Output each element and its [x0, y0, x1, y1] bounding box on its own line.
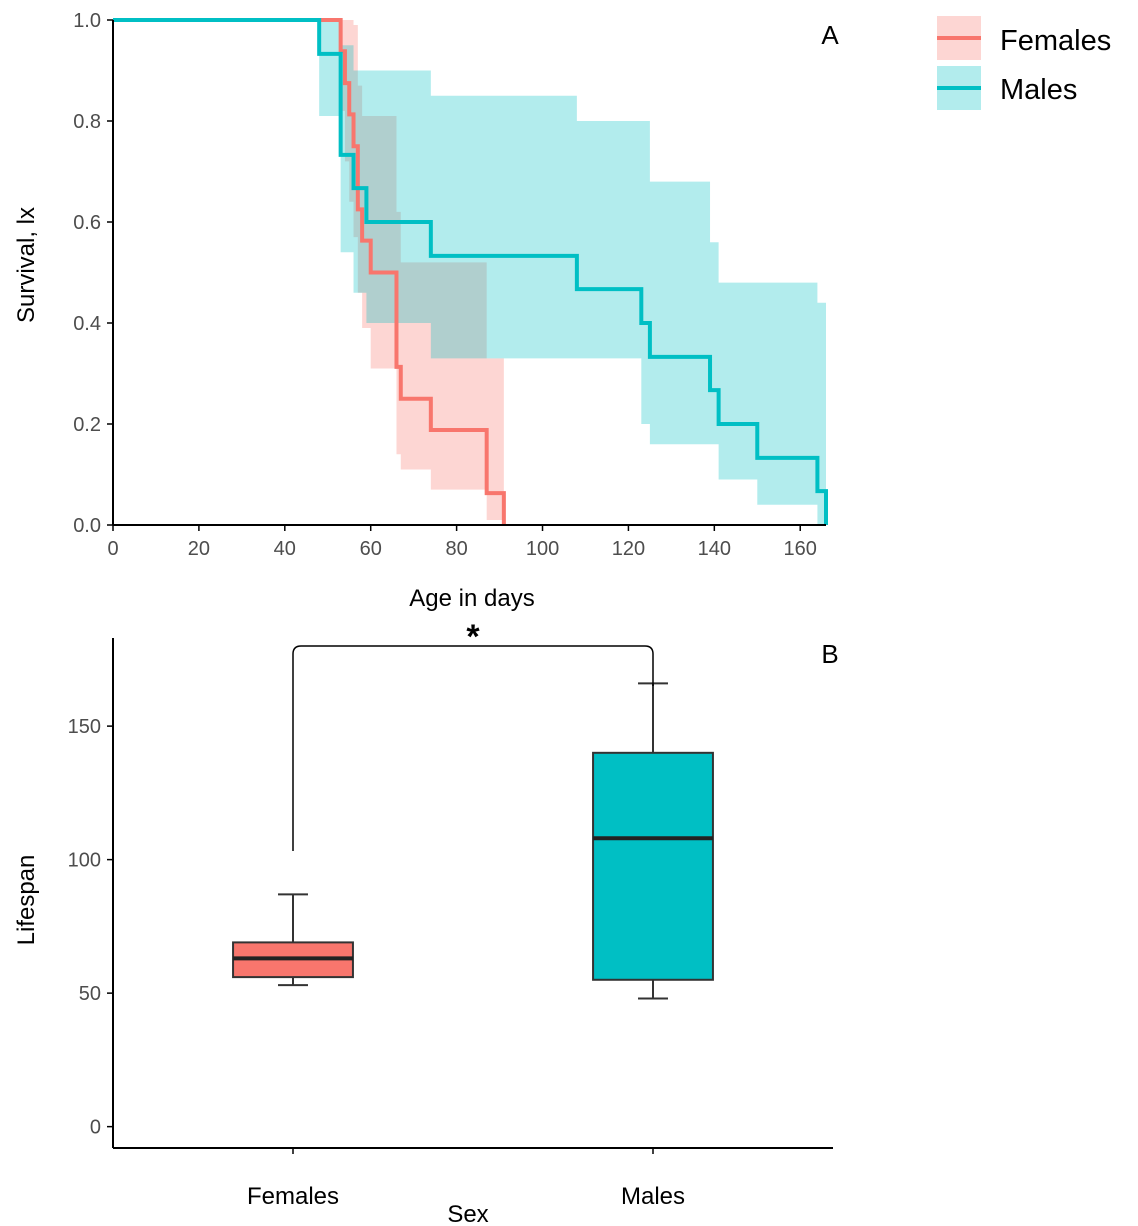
significance-bracket — [292, 645, 654, 851]
survival-line-females — [113, 18, 506, 525]
y-tick-label-b: 150 — [68, 716, 101, 738]
x-tick-label: 120 — [612, 538, 645, 560]
boxplot-females — [232, 893, 354, 987]
x-tick-label: 80 — [445, 538, 467, 560]
box-males — [592, 751, 714, 981]
y-tick-label: 0.8 — [73, 111, 101, 133]
boxplot-males — [592, 682, 714, 1000]
y-tick-label: 0.2 — [73, 414, 101, 436]
y-axis-ticks: 0.0 0.2 0.4 0.6 0.8 1.0 — [73, 10, 113, 537]
x-tick-label: 160 — [784, 538, 817, 560]
x-axis-title-b: Sex — [447, 1201, 488, 1226]
confidence-bands — [113, 20, 826, 525]
legend: Females Males — [937, 16, 1111, 110]
y-tick-label-b: 100 — [68, 850, 101, 872]
panel-label-b: B — [821, 639, 838, 669]
y-tick-label: 0.0 — [73, 515, 101, 537]
survival-panel: 0 20 40 60 80 100 120 140 160 0.0 0.2 0.4 0.6 0.8 1.0… — [13, 10, 839, 612]
x-tick-label: 20 — [188, 538, 210, 560]
y-tick-label: 1.0 — [73, 10, 101, 32]
significance-asterisk: * — [466, 618, 480, 656]
x-axis-title: Age in days — [409, 585, 534, 612]
legend-item-males[interactable]: Males — [937, 66, 1077, 110]
y-axis-ticks-b: 0 50 100 150 — [68, 716, 113, 1139]
y-axis-title: Survival, lx — [13, 207, 40, 323]
y-tick-label-b: 0 — [90, 1117, 101, 1139]
boxplots — [232, 682, 714, 1000]
survival-line-males — [113, 18, 828, 525]
legend-label-males: Males — [1000, 74, 1077, 106]
x-tick-label: 40 — [274, 538, 296, 560]
survival-curves — [113, 18, 828, 525]
x-tick-label-males: Males — [621, 1183, 685, 1210]
x-axis-ticks-b: Females Males — [247, 1148, 685, 1210]
x-tick-label-females: Females — [247, 1183, 339, 1210]
x-tick-label: 100 — [526, 538, 559, 560]
y-tick-label: 0.4 — [73, 313, 101, 335]
y-tick-label: 0.6 — [73, 212, 101, 234]
x-tick-label: 0 — [107, 538, 118, 560]
ci-band-males — [113, 20, 826, 525]
lifespan-panel: 0 50 100 150 Females Males * Sex Lifespan B — [13, 618, 839, 1226]
x-tick-label: 60 — [360, 538, 382, 560]
legend-item-females[interactable]: Females — [937, 16, 1111, 60]
panel-label-a: A — [821, 20, 839, 50]
legend-label-females: Females — [1000, 25, 1111, 57]
y-tick-label-b: 50 — [79, 983, 101, 1005]
x-tick-label: 140 — [698, 538, 731, 560]
y-axis-title-b: Lifespan — [13, 855, 40, 946]
x-axis-ticks: 0 20 40 60 80 100 120 140 160 — [107, 525, 817, 560]
